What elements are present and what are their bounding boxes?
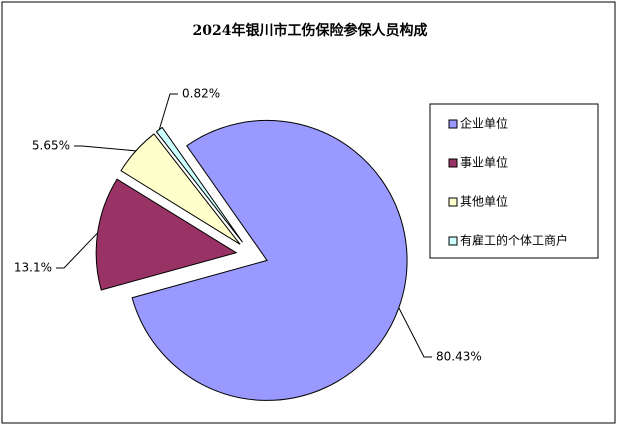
legend-swatch xyxy=(448,197,458,207)
legend-swatch xyxy=(448,236,458,246)
legend-label: 其他单位 xyxy=(460,194,508,209)
data-label: 13.1% xyxy=(14,261,52,275)
legend-swatch xyxy=(448,119,458,129)
leader-line xyxy=(74,145,136,152)
leader-line xyxy=(398,307,432,358)
data-label: 5.65% xyxy=(32,139,70,153)
data-label: 80.43% xyxy=(436,350,482,364)
legend-label: 事业单位 xyxy=(460,155,508,170)
pie-slice xyxy=(120,133,241,245)
leader-line xyxy=(158,93,178,130)
data-label: 0.82% xyxy=(182,87,220,101)
chart-title: 2024年银川市工伤保险参保人员构成 xyxy=(193,22,428,39)
legend-box xyxy=(429,103,599,259)
legend-label: 有雇工的个体工商户 xyxy=(460,233,568,248)
leader-line xyxy=(56,232,98,269)
legend-swatch xyxy=(448,158,458,168)
legend-label: 企业单位 xyxy=(460,116,508,131)
pie-slice xyxy=(155,126,243,243)
